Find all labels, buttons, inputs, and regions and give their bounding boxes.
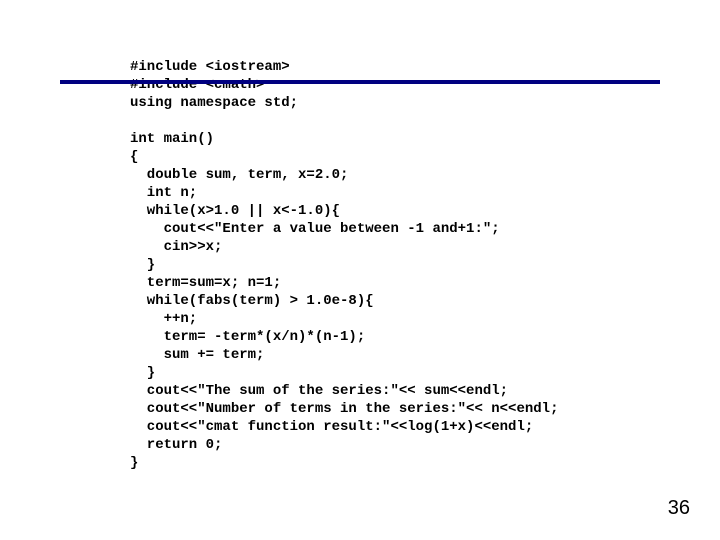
- slide: #include <iostream> #include <cmath> usi…: [0, 0, 720, 540]
- page-number: 36: [668, 497, 690, 520]
- horizontal-rule: [60, 80, 660, 84]
- code-block: #include <iostream> #include <cmath> usi…: [130, 58, 558, 472]
